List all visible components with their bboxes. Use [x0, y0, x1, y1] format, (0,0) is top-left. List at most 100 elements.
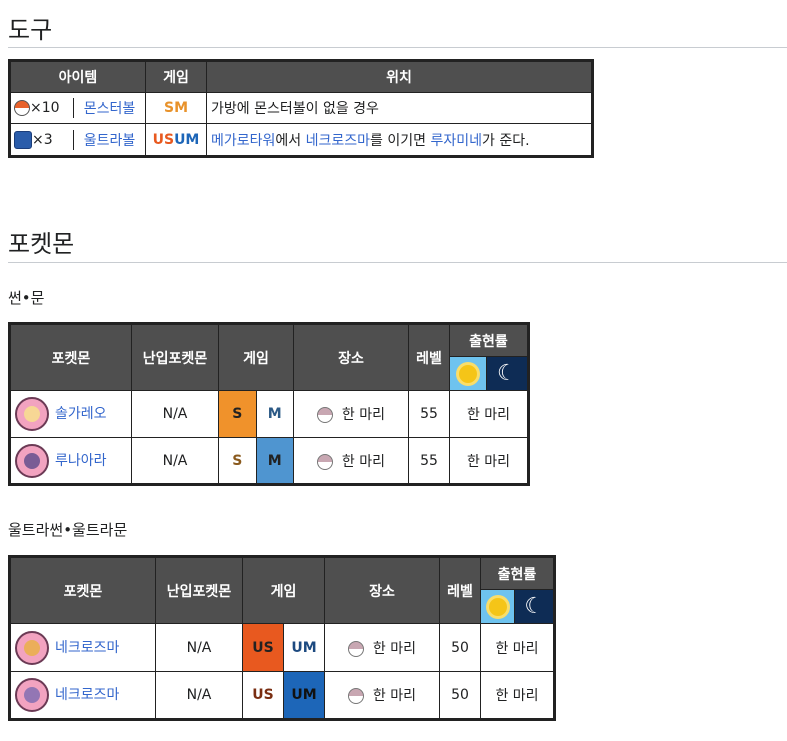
luxury-ball-icon — [317, 453, 333, 470]
night-header: ☾ — [514, 589, 555, 624]
col-header-game: 게임 — [145, 60, 207, 93]
level-cell: 50 — [439, 623, 481, 672]
location-text: 가 준다. — [481, 132, 530, 149]
section-divider — [8, 47, 787, 48]
item-qty: ×10 — [30, 100, 60, 116]
pokemon-cell: 루나아라 — [9, 437, 132, 485]
luxury-ball-icon — [348, 688, 364, 704]
game-sun-cell: S — [218, 437, 257, 485]
game-ultra-moon-cell: UM — [283, 671, 325, 720]
item-qty-cell: ×3 — [11, 129, 74, 150]
pokemon-table-usum: 포켓몬 난입포켓몬 게임 장소 레벨 출현률 ☾ 네크로즈마 N/A US UM… — [8, 555, 556, 721]
col-header-game: 게임 — [242, 556, 325, 624]
location-cell: 메가로타워에서 네크로즈마를 이기면 루자미네가 준다. — [206, 123, 593, 157]
location-text: 를 이기면 — [370, 132, 431, 149]
place-text: 한 마리 — [372, 640, 416, 657]
pokemon-cell: 네크로즈마 — [9, 671, 156, 720]
game-moon-cell: M — [255, 437, 294, 485]
ally-cell: N/A — [155, 671, 243, 720]
table-row: 네크로즈마 N/A US UM 한 마리 50 한 마리 — [9, 623, 555, 672]
pokemon-link-solgaleo[interactable]: 솔가레오 — [55, 406, 107, 422]
sun-icon — [458, 364, 477, 383]
game-moon-cell: M — [255, 390, 294, 438]
place-cell: 한 마리 — [293, 390, 409, 438]
pokemon-link-lunala[interactable]: 루나아라 — [55, 452, 107, 469]
game-ultra-sun-cell: US — [242, 671, 284, 720]
item-qty-cell: ×10 — [11, 98, 74, 118]
solgaleo-icon — [15, 397, 49, 431]
table-row: ×3 울트라볼 USUM 메가로타워에서 네크로즈마를 이기면 루자미네가 준다… — [9, 123, 593, 157]
location-cell: 가방에 몬스터볼이 없을 경우 — [206, 92, 593, 124]
game-sun-cell: S — [218, 390, 257, 438]
day-header — [479, 589, 516, 624]
section-divider — [8, 262, 787, 263]
subheading-sun-moon: 썬•문 — [8, 289, 45, 307]
luxury-ball-icon — [348, 640, 364, 657]
location-link-necrozma[interactable]: 네크로즈마 — [305, 132, 371, 149]
rate-cell: 한 마리 — [449, 437, 529, 485]
level-cell: 55 — [408, 390, 450, 438]
section-heading-pokemon: 포켓몬 — [8, 230, 75, 258]
item-inner: ×10 몬스터볼 — [11, 98, 145, 118]
col-header-item: 아이템 — [9, 60, 146, 93]
game-ultra-moon-cell: UM — [283, 623, 325, 672]
table-row: 솔가레오 N/A S M 한 마리 55 한 마리 — [9, 390, 529, 438]
items-table: 아이템 게임 위치 ×10 몬스터볼 SM 가방에 몬스터볼이 없을 경우 ×3 — [8, 59, 594, 158]
col-header-place: 장소 — [324, 556, 440, 624]
game-ultra-sun-cell: US — [242, 623, 284, 672]
game-tag-um: UM — [174, 131, 200, 148]
moon-icon: ☾ — [524, 593, 545, 619]
col-header-pokemon: 포켓몬 — [9, 323, 132, 391]
item-qty: ×3 — [32, 131, 53, 148]
place-cell: 한 마리 — [293, 437, 409, 485]
pokemon-link-necrozma[interactable]: 네크로즈마 — [55, 639, 120, 656]
item-link-ultra-ball[interactable]: 울트라볼 — [83, 132, 136, 149]
item-inner: ×3 울트라볼 — [11, 129, 145, 150]
night-header: ☾ — [485, 356, 530, 391]
pokemon-cell: 솔가레오 — [9, 390, 132, 438]
pokemon-table-sm: 포켓몬 난입포켓몬 게임 장소 레벨 출현률 ☾ 솔가레오 N/A S M 한 … — [8, 322, 530, 486]
table-row: 네크로즈마 N/A US UM 한 마리 50 한 마리 — [9, 671, 555, 720]
col-header-location: 위치 — [206, 60, 593, 93]
ally-cell: N/A — [131, 390, 219, 438]
rate-cell: 한 마리 — [480, 671, 555, 720]
location-link-lusamine[interactable]: 루자미네 — [430, 132, 482, 149]
table-row: ×10 몬스터볼 SM 가방에 몬스터볼이 없을 경우 — [9, 92, 593, 124]
col-header-ally: 난입포켓몬 — [155, 556, 243, 624]
table-row: 루나아라 N/A S M 한 마리 55 한 마리 — [9, 437, 529, 485]
item-name-cell: 몬스터볼 — [73, 98, 145, 118]
necrozma-dawn-wings-icon — [15, 678, 49, 712]
moon-icon: ☾ — [497, 360, 517, 386]
pokemon-cell: 네크로즈마 — [9, 623, 156, 672]
col-header-game: 게임 — [218, 323, 294, 391]
ally-cell: N/A — [155, 623, 243, 672]
pokemon-link-necrozma[interactable]: 네크로즈마 — [55, 687, 120, 703]
location-link-mega-tower[interactable]: 메가로타워 — [211, 132, 276, 149]
necrozma-dusk-mane-icon — [15, 630, 49, 665]
place-text: 한 마리 — [372, 688, 416, 704]
game-tag-us: US — [152, 131, 175, 148]
level-cell: 55 — [408, 437, 450, 485]
monster-ball-icon — [14, 100, 30, 116]
col-header-rate: 출현률 — [480, 556, 555, 590]
place-text: 한 마리 — [341, 453, 385, 470]
section-heading-items: 도구 — [8, 16, 53, 44]
col-header-ally: 난입포켓몬 — [131, 323, 219, 391]
lunala-icon — [15, 443, 49, 478]
game-cell: USUM — [145, 123, 207, 157]
sun-icon — [488, 597, 507, 616]
day-header — [449, 356, 487, 391]
col-header-level: 레벨 — [408, 323, 450, 391]
game-tag-sm: SM — [163, 100, 188, 116]
item-cell: ×10 몬스터볼 — [9, 92, 146, 124]
item-name-cell: 울트라볼 — [73, 129, 145, 150]
rate-cell: 한 마리 — [449, 390, 529, 438]
item-link-monster-ball[interactable]: 몬스터볼 — [83, 101, 136, 117]
subheading-ultra-sun-moon: 울트라썬•울트라문 — [8, 521, 128, 539]
place-text: 한 마리 — [341, 407, 385, 423]
col-header-rate: 출현률 — [449, 323, 529, 357]
item-cell: ×3 울트라볼 — [9, 123, 146, 157]
location-text: 에서 — [275, 132, 306, 149]
level-cell: 50 — [439, 671, 481, 720]
game-cell: SM — [145, 92, 207, 124]
